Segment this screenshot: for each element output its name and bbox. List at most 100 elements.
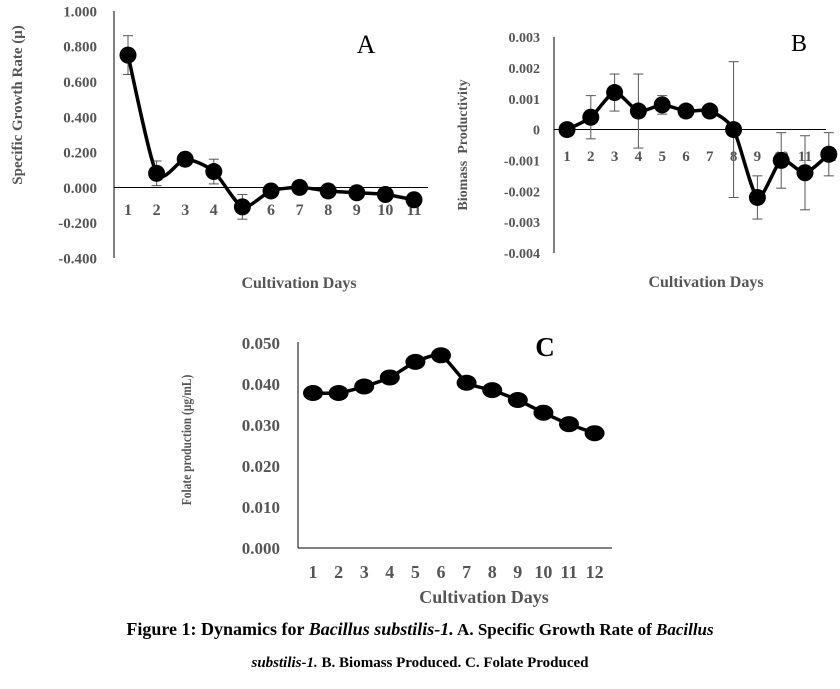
- x-tick-label: 6: [267, 202, 275, 219]
- data-point: [233, 198, 251, 216]
- x-tick-label: 7: [296, 202, 304, 219]
- caption-organism: Bacillus substilis-1.: [308, 619, 454, 639]
- panel-c-points: [303, 347, 605, 442]
- data-point: [796, 164, 814, 182]
- data-point: [348, 184, 366, 202]
- panel-b-y-axis-title: Biomass Productivity: [456, 79, 471, 210]
- x-tick-label: 7: [462, 562, 471, 582]
- x-tick-label: 4: [210, 202, 218, 219]
- data-point: [379, 369, 400, 386]
- x-tick-label: 1: [309, 562, 318, 582]
- data-point: [772, 151, 790, 169]
- data-point: [431, 347, 451, 364]
- y-tick-label: 0.002: [509, 62, 541, 77]
- y-tick-label: 0.800: [63, 40, 97, 56]
- x-tick-label: 8: [488, 562, 497, 582]
- panel-c-series-line: [312, 353, 596, 435]
- x-tick-label: 1: [124, 202, 132, 219]
- y-tick-label: -0.200: [58, 216, 97, 232]
- x-tick-label: 7: [706, 149, 714, 165]
- data-point: [748, 188, 766, 206]
- panel-c-y-axis-title: Folate production (μg/mL): [179, 375, 194, 506]
- x-tick-label: 1: [563, 149, 571, 165]
- data-point: [677, 102, 695, 120]
- data-point: [725, 121, 743, 139]
- y-tick-label: 0.000: [63, 181, 97, 197]
- y-tick-label: 0.003: [509, 31, 541, 46]
- data-point: [205, 163, 223, 181]
- y-tick-label: 0.020: [242, 457, 280, 476]
- caption-part-bc: B. Biomass Produced. C. Folate Produced: [317, 655, 589, 671]
- panel-b-error-bars: [585, 61, 834, 220]
- y-tick-label: 0.010: [242, 498, 280, 517]
- data-point: [559, 416, 579, 433]
- data-point: [148, 164, 166, 182]
- x-tick-label: 8: [324, 202, 332, 219]
- y-tick-label: -0.003: [504, 216, 540, 231]
- x-tick-label: 9: [754, 149, 762, 165]
- figure-caption-line-2: substilis-1. B. Biomass Produced. C. Fol…: [0, 655, 840, 672]
- panel-b-x-axis-title: Cultivation Days: [648, 274, 763, 291]
- panel-a-points: [119, 46, 423, 216]
- data-point: [701, 102, 719, 120]
- data-point: [584, 425, 605, 442]
- x-tick-label: 12: [586, 562, 604, 582]
- data-point: [533, 404, 554, 421]
- data-point: [482, 382, 503, 399]
- x-tick-label: 5: [658, 149, 666, 165]
- caption-part-a: A. Specific Growth Rate of: [453, 620, 656, 639]
- data-point: [319, 182, 337, 200]
- chart-panel-a: A 1.000 0.800 0.600 0.400 0.200 0.000 -0.200 -0…: [10, 4, 428, 292]
- data-point: [354, 378, 375, 395]
- data-point: [291, 178, 309, 196]
- panel-a-y-axis-title: Specific Growth Rate (μ): [10, 25, 26, 184]
- y-tick-label: -0.004: [504, 247, 540, 262]
- panel-c-y-ticks: 0.050 0.040 0.030 0.020 0.010 0.000: [242, 334, 280, 558]
- panel-a-x-axis-title: Cultivation Days: [241, 275, 356, 292]
- data-point: [606, 84, 624, 102]
- data-point: [653, 96, 671, 114]
- y-tick-label: 1.000: [63, 4, 97, 20]
- y-tick-label: 0.400: [63, 110, 97, 126]
- data-point: [328, 385, 349, 402]
- panel-b-letter: B: [791, 31, 807, 57]
- y-tick-label: 0.000: [242, 539, 280, 558]
- x-tick-label: 3: [611, 149, 619, 165]
- caption-prefix: Figure 1: Dynamics for: [126, 619, 309, 639]
- data-point: [456, 374, 477, 391]
- caption-organism-line2: substilis-1.: [251, 655, 318, 671]
- x-tick-label: 10: [534, 562, 552, 582]
- x-tick-label: 9: [353, 202, 361, 219]
- data-point: [820, 145, 838, 163]
- y-tick-label: 0.600: [63, 75, 97, 91]
- y-tick-label: 0.001: [509, 93, 541, 108]
- x-tick-label: 4: [385, 562, 394, 582]
- data-point: [629, 102, 647, 120]
- y-tick-label: 0.200: [63, 146, 97, 162]
- y-tick-label: 0.030: [242, 416, 280, 435]
- data-point: [376, 185, 394, 203]
- panel-b-series-line: [566, 90, 830, 200]
- x-tick-label: 4: [635, 149, 643, 165]
- data-point: [262, 182, 280, 200]
- panel-b-y-ticks: 0.003 0.002 0.001 0 -0.001 -0.002 -0.003 -0.004: [504, 31, 540, 262]
- x-tick-label: 2: [334, 562, 343, 582]
- x-tick-label: 6: [682, 149, 690, 165]
- data-point: [405, 353, 426, 370]
- data-point: [303, 385, 323, 402]
- x-tick-label: 5: [411, 562, 420, 582]
- x-tick-label: 10: [377, 202, 393, 219]
- x-tick-label: 3: [360, 562, 369, 582]
- panel-b-points: [558, 84, 838, 206]
- y-tick-label: 0.050: [242, 334, 280, 353]
- x-tick-label: 3: [181, 202, 189, 219]
- x-tick-label: 11: [560, 562, 577, 582]
- data-point: [507, 391, 528, 408]
- panel-c-x-ticks: 1 2 3 4 5 6 7 8 9 10 11 12: [309, 562, 604, 582]
- y-tick-label: -0.001: [504, 154, 540, 169]
- caption-organism-line1: Bacillus: [655, 620, 714, 639]
- x-tick-label: 6: [437, 562, 446, 582]
- data-point: [558, 121, 576, 139]
